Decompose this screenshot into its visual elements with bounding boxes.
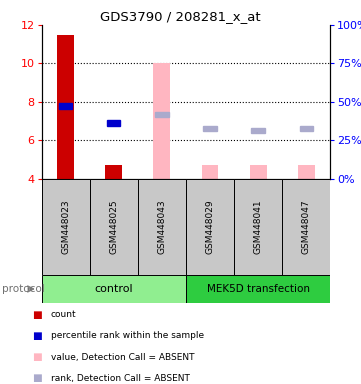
Text: control: control (95, 284, 133, 294)
Text: GDS3790 / 208281_x_at: GDS3790 / 208281_x_at (100, 10, 261, 23)
Text: GSM448043: GSM448043 (157, 199, 166, 254)
Text: rank, Detection Call = ABSENT: rank, Detection Call = ABSENT (51, 374, 190, 383)
Bar (250, 165, 266, 179)
Text: GSM448047: GSM448047 (302, 199, 311, 254)
Text: GSM448029: GSM448029 (205, 199, 214, 254)
Text: ■: ■ (32, 373, 42, 383)
FancyBboxPatch shape (186, 275, 330, 303)
Text: ■: ■ (32, 310, 42, 320)
Bar (300, 126, 313, 131)
Bar (57, 35, 74, 179)
Bar (155, 112, 169, 117)
Text: value, Detection Call = ABSENT: value, Detection Call = ABSENT (51, 353, 194, 362)
Bar (251, 128, 265, 133)
Text: GSM448041: GSM448041 (254, 199, 262, 254)
FancyBboxPatch shape (42, 179, 90, 275)
Text: GSM448025: GSM448025 (109, 199, 118, 254)
FancyBboxPatch shape (234, 179, 282, 275)
FancyBboxPatch shape (90, 179, 138, 275)
Bar (107, 120, 121, 126)
FancyBboxPatch shape (282, 179, 330, 275)
Text: percentile rank within the sample: percentile rank within the sample (51, 331, 204, 341)
Bar (203, 126, 217, 131)
FancyBboxPatch shape (138, 179, 186, 275)
Text: MEK5D transfection: MEK5D transfection (206, 284, 310, 294)
Text: GSM448023: GSM448023 (61, 199, 70, 254)
Bar (201, 165, 218, 179)
Text: protocol: protocol (2, 284, 44, 294)
Bar (59, 103, 72, 109)
FancyBboxPatch shape (186, 179, 234, 275)
Text: count: count (51, 310, 76, 319)
FancyBboxPatch shape (42, 275, 186, 303)
Bar (105, 165, 122, 179)
Text: ■: ■ (32, 331, 42, 341)
Text: ■: ■ (32, 352, 42, 362)
Bar (153, 63, 170, 179)
Bar (298, 165, 315, 179)
